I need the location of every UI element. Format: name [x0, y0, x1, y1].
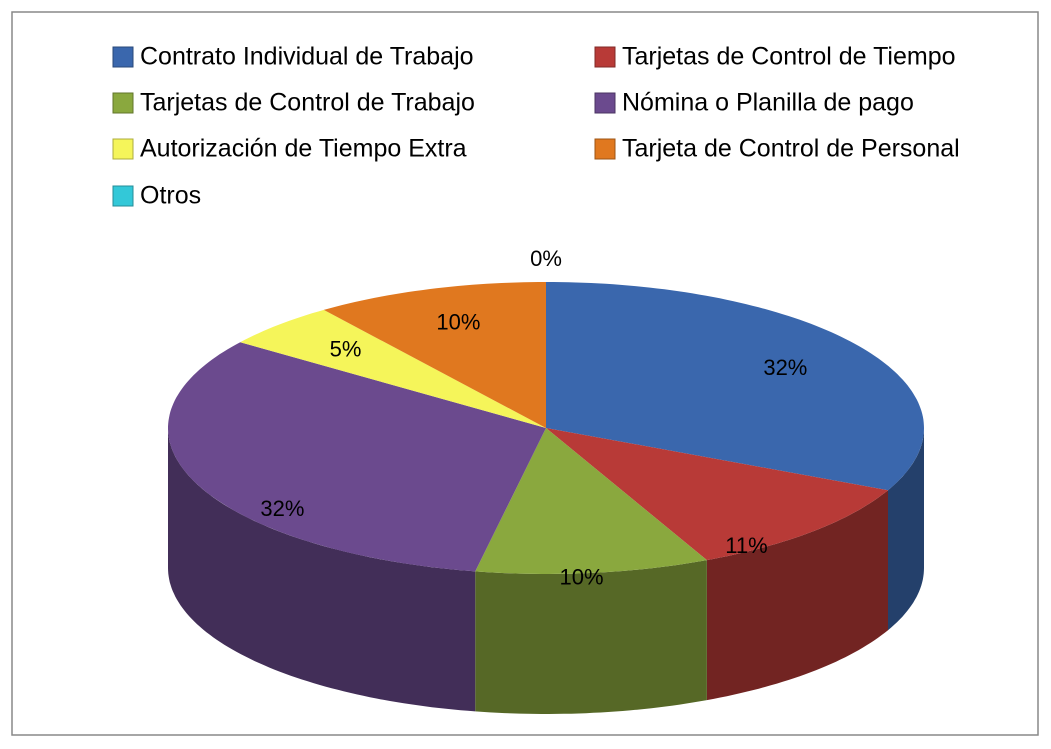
- pie-sides: [168, 428, 924, 714]
- legend-swatch: [112, 185, 134, 207]
- pie-side: [706, 490, 888, 701]
- legend-label: Tarjetas de Control de Tiempo: [622, 43, 956, 71]
- legend-swatch: [594, 138, 616, 160]
- pie-tops: [168, 282, 924, 574]
- data-label: 5%: [330, 336, 362, 361]
- legend-label: Tarjetas de Control de Trabajo: [140, 89, 475, 117]
- legend-label: Nómina o Planilla de pago: [622, 89, 914, 117]
- legend-swatch: [594, 46, 616, 68]
- pie-slice: [475, 428, 707, 574]
- legend-swatch: [594, 92, 616, 114]
- data-label: 0%: [530, 246, 562, 271]
- legend-swatch: [112, 92, 134, 114]
- legend-swatch: [112, 138, 134, 160]
- pie-labels: 32% 11% 10% 32% 5% 10% 0%: [260, 246, 807, 590]
- data-label: 32%: [260, 496, 304, 521]
- pie-side: [888, 428, 924, 631]
- legend: Contrato Individual de Trabajo Tarjetas d…: [112, 43, 960, 210]
- legend-swatch: [112, 46, 134, 68]
- pie-slice: [546, 428, 888, 561]
- legend-label: Contrato Individual de Trabajo: [140, 43, 474, 71]
- legend-label: Tarjeta de Control de Personal: [622, 135, 960, 163]
- pie-slice: [240, 309, 546, 428]
- pie-slice: [168, 342, 546, 572]
- legend-label: Autorización de Tiempo Extra: [140, 135, 467, 163]
- data-label: 10%: [436, 310, 480, 335]
- pie-slice: [323, 282, 546, 428]
- data-label: 11%: [725, 533, 767, 558]
- pie-slice: [546, 282, 924, 491]
- legend-label: Otros: [140, 182, 201, 210]
- data-label: 32%: [763, 355, 807, 380]
- pie-side: [475, 560, 707, 714]
- pie-side: [168, 428, 476, 712]
- data-label: 10%: [560, 564, 604, 589]
